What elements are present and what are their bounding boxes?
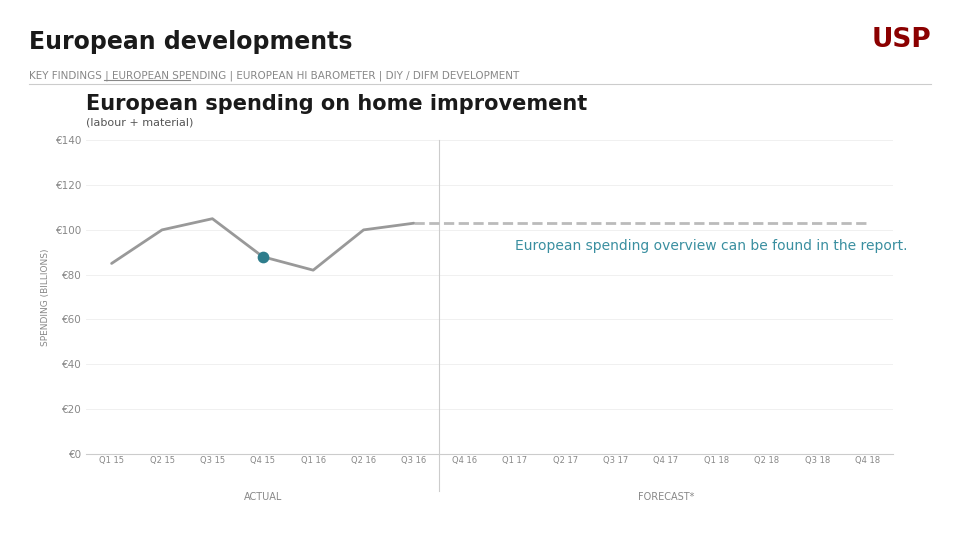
Text: European spending overview can be found in the report.: European spending overview can be found …: [515, 239, 907, 253]
Text: ACTUAL: ACTUAL: [244, 492, 282, 503]
Text: USP: USP: [872, 27, 931, 53]
Text: (labour + material): (labour + material): [86, 118, 194, 128]
Text: KEY FINDINGS | EUROPEAN SPENDING | EUROPEAN HI BAROMETER | DIY / DIFM DEVELOPMEN: KEY FINDINGS | EUROPEAN SPENDING | EUROP…: [29, 70, 519, 80]
Point: [255, 252, 271, 261]
Text: FORECAST*: FORECAST*: [637, 492, 694, 503]
Text: European spending on home improvement: European spending on home improvement: [86, 94, 588, 114]
Y-axis label: SPENDING (BILLIONS): SPENDING (BILLIONS): [41, 248, 50, 346]
Text: European developments: European developments: [29, 30, 352, 53]
